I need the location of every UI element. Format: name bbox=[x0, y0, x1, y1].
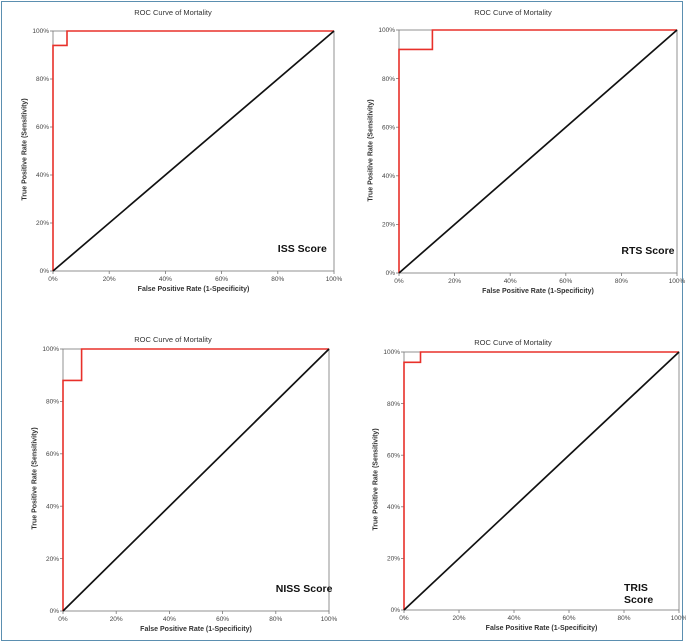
x-tick-label: 20% bbox=[452, 615, 465, 622]
x-axis-label: False Positive Rate (1-Specificity) bbox=[482, 288, 594, 295]
x-tick-label: 100% bbox=[671, 615, 686, 622]
x-tick-label: 0% bbox=[48, 276, 58, 283]
y-tick-label: 20% bbox=[382, 222, 395, 229]
x-tick-label: 60% bbox=[215, 276, 228, 283]
y-tick-label: 60% bbox=[382, 124, 395, 131]
x-tick-label: 60% bbox=[216, 616, 229, 623]
chart-title: ROC Curve of Mortality bbox=[134, 8, 212, 17]
y-tick-label: 0% bbox=[391, 607, 401, 614]
y-tick-label: 60% bbox=[36, 124, 49, 131]
y-tick-label: 0% bbox=[386, 270, 396, 277]
x-tick-label: 100% bbox=[326, 276, 343, 283]
chart-title: ROC Curve of Mortality bbox=[474, 8, 552, 17]
y-tick-label: 60% bbox=[46, 451, 59, 458]
x-tick-label: 40% bbox=[163, 616, 176, 623]
y-tick-label: 20% bbox=[46, 556, 59, 563]
x-tick-label: 0% bbox=[58, 616, 68, 623]
roc-plot: 0% 20% 40% 60% 80% 100% 0% 20% 40% 60% 80% 100% bbox=[42, 346, 338, 623]
reference-diagonal bbox=[403, 351, 680, 611]
x-tick-label: 100% bbox=[669, 278, 686, 285]
y-tick-label: 20% bbox=[387, 556, 400, 563]
roc-panel-niss: ROC Curve of Mortality 0% 20% 40% 60% 80% 100… bbox=[6, 330, 340, 640]
x-tick-label: 20% bbox=[448, 278, 461, 285]
roc-curve bbox=[403, 351, 679, 610]
y-axis-label: True Positive Rate (Sensitivity) bbox=[21, 98, 29, 201]
y-tick-label: 100% bbox=[383, 349, 400, 356]
x-tick-label: 80% bbox=[269, 616, 282, 623]
score-annotation: ISS Score bbox=[277, 243, 327, 255]
y-tick-label: 20% bbox=[36, 220, 49, 227]
score-annotation: RTS Score bbox=[621, 245, 675, 257]
x-tick-label: 80% bbox=[271, 276, 284, 283]
roc-panel-rts: ROC Curve of Mortality 0% 20% 40% 60% 80% 100… bbox=[346, 8, 686, 310]
x-axis-label: False Positive Rate (1-Specificity) bbox=[137, 286, 250, 293]
roc-panel-iss: ROC Curve of Mortality 0% 20% 40% 60% 80% 100… bbox=[6, 8, 343, 310]
x-tick-label: 80% bbox=[617, 615, 630, 622]
chart-title: ROC Curve of Mortality bbox=[134, 335, 212, 344]
x-tick-label: 40% bbox=[507, 615, 520, 622]
x-tick-label: 20% bbox=[110, 616, 123, 623]
x-tick-label: 80% bbox=[615, 278, 628, 285]
roc-panel-tris: ROC Curve of Mortality 0% 20% 40% 60% 80% 100… bbox=[346, 330, 686, 640]
roc-plot: 0% 20% 40% 60% 80% 100% 0% 20% 40% 60% 80% 100% bbox=[378, 27, 685, 285]
y-axis-label: True Positive Rate (Sensitivity) bbox=[367, 98, 375, 202]
x-tick-label: 60% bbox=[559, 278, 572, 285]
y-tick-label: 100% bbox=[42, 346, 59, 353]
x-axis-label: False Positive Rate (1-Specificity) bbox=[485, 625, 598, 632]
reference-diagonal bbox=[62, 348, 330, 612]
y-tick-label: 80% bbox=[382, 76, 395, 83]
y-tick-label: 40% bbox=[46, 503, 59, 510]
score-annotation: TRIS Score bbox=[624, 582, 654, 606]
roc-curve bbox=[62, 348, 329, 611]
x-tick-label: 100% bbox=[321, 616, 338, 623]
roc-plot: 0% 20% 40% 60% 80% 100% 0% 20% 40% 60% 80% 100% bbox=[383, 349, 686, 622]
x-tick-label: 20% bbox=[103, 276, 116, 283]
x-tick-label: 60% bbox=[562, 615, 575, 622]
roc-curve bbox=[398, 29, 677, 273]
y-tick-label: 100% bbox=[32, 28, 49, 35]
y-tick-label: 40% bbox=[36, 172, 49, 179]
reference-diagonal bbox=[398, 29, 678, 274]
chart-title: ROC Curve of Mortality bbox=[474, 338, 552, 347]
y-tick-label: 40% bbox=[387, 504, 400, 511]
y-axis-label: True Positive Rate (Sensitivity) bbox=[372, 428, 380, 531]
roc-plot: 0% 20% 40% 60% 80% 100% 0% 20% 40% 60% 80% 100% bbox=[32, 28, 343, 283]
y-tick-label: 80% bbox=[387, 401, 400, 408]
y-tick-label: 40% bbox=[382, 173, 395, 180]
x-axis-label: False Positive Rate (1-Specificity) bbox=[140, 626, 252, 633]
y-tick-label: 80% bbox=[46, 399, 59, 406]
x-tick-label: 40% bbox=[159, 276, 172, 283]
x-tick-label: 0% bbox=[399, 615, 409, 622]
x-tick-label: 40% bbox=[504, 278, 517, 285]
y-tick-label: 60% bbox=[387, 452, 400, 459]
reference-diagonal bbox=[52, 30, 335, 272]
y-tick-label: 0% bbox=[50, 608, 60, 615]
y-tick-label: 0% bbox=[40, 268, 50, 275]
y-axis-label: True Positive Rate (Sensitivity) bbox=[31, 427, 39, 530]
roc-curve bbox=[52, 30, 334, 271]
x-tick-label: 0% bbox=[394, 278, 404, 285]
y-tick-label: 100% bbox=[378, 27, 395, 34]
y-tick-label: 80% bbox=[36, 76, 49, 83]
score-annotation: NISS Score bbox=[275, 583, 333, 595]
